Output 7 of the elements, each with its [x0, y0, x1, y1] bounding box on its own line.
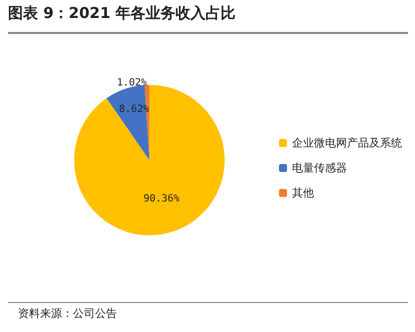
legend-label: 电量传感器 [292, 162, 347, 174]
text: 资料来源：公司公告 [18, 306, 117, 321]
legend-label: 企业微电网产品及系统 [292, 136, 402, 150]
data-label: 90.36% [143, 193, 180, 204]
chart-title: 图表 9：2021 年各业务收入占比 [8, 4, 236, 23]
data-label: 1.02% [116, 77, 147, 88]
legend-label: 其他 [292, 186, 314, 200]
